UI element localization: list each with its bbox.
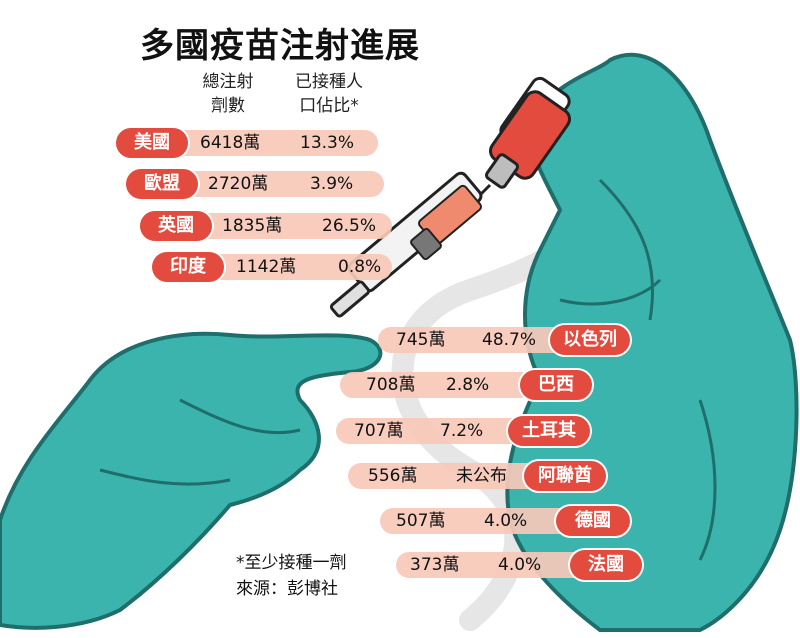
table-row: 美國 6418萬 13.3% <box>116 128 378 158</box>
table-row: 印度 1142萬 0.8% <box>152 252 392 282</box>
column-header-share: 已接種人 口佔比* <box>274 70 384 118</box>
left-glove-icon <box>0 331 383 630</box>
column-header-doses: 總注射 劑數 <box>178 70 278 118</box>
column-header-share-line2: 口佔比* <box>299 96 359 116</box>
doses-value: 707萬 <box>354 421 404 441</box>
doses-value: 373萬 <box>410 555 460 575</box>
country-badge: 美國 <box>116 128 188 158</box>
doses-value: 708萬 <box>366 375 416 395</box>
share-value: 48.7% <box>482 330 537 350</box>
source-note: 來源：彭博社 <box>236 579 338 599</box>
share-value: 3.9% <box>310 174 354 194</box>
table-row: 英國 1835萬 26.5% <box>140 211 392 241</box>
share-value: 4.0% <box>498 555 542 575</box>
share-value: 26.5% <box>322 216 377 236</box>
country-badge: 以色列 <box>550 325 630 355</box>
share-value: 7.2% <box>440 421 484 441</box>
row-pill <box>348 463 554 489</box>
row-pill <box>396 552 596 578</box>
share-value: 13.3% <box>300 133 355 153</box>
doses-value: 6418萬 <box>200 133 261 153</box>
table-row: 法國 373萬 4.0% <box>396 550 642 580</box>
column-header-doses-line2: 劑數 <box>211 96 245 116</box>
country-badge: 土耳其 <box>508 416 590 446</box>
share-value: 4.0% <box>484 511 528 531</box>
doses-value: 507萬 <box>396 511 446 531</box>
doses-value: 2720萬 <box>208 174 269 194</box>
footnote: *至少接種一劑 <box>236 553 347 573</box>
doses-value: 1835萬 <box>222 216 283 236</box>
row-pill <box>340 372 550 398</box>
table-row: 以色列 745萬 48.7% <box>378 325 630 355</box>
doses-value: 1142萬 <box>236 257 297 277</box>
share-value: 0.8% <box>338 257 382 277</box>
column-header-share-line1: 已接種人 <box>295 72 363 92</box>
table-row: 阿聯酋 556萬 未公布 <box>348 461 606 491</box>
country-badge: 歐盟 <box>126 169 198 199</box>
table-row: 巴西 708萬 2.8% <box>340 370 592 400</box>
share-value: 2.8% <box>446 375 490 395</box>
country-badge: 英國 <box>140 211 212 241</box>
chart-title: 多國疫苗注射進展 <box>140 26 420 66</box>
doses-value: 556萬 <box>368 466 418 486</box>
column-header-doses-line1: 總注射 <box>202 72 254 92</box>
country-badge: 阿聯酋 <box>524 461 606 491</box>
row-pill <box>336 418 536 444</box>
country-badge: 德國 <box>556 506 630 536</box>
country-badge: 法國 <box>570 550 642 580</box>
table-row: 歐盟 2720萬 3.9% <box>126 169 384 199</box>
row-pill <box>380 508 584 534</box>
country-badge: 印度 <box>152 252 224 282</box>
row-pill <box>378 327 578 353</box>
table-row: 德國 507萬 4.0% <box>380 506 630 536</box>
table-row: 土耳其 707萬 7.2% <box>336 416 590 446</box>
vaccine-vial-icon <box>485 76 571 189</box>
doses-value: 745萬 <box>396 330 446 350</box>
country-badge: 巴西 <box>520 370 592 400</box>
share-value: 未公布 <box>456 466 507 486</box>
